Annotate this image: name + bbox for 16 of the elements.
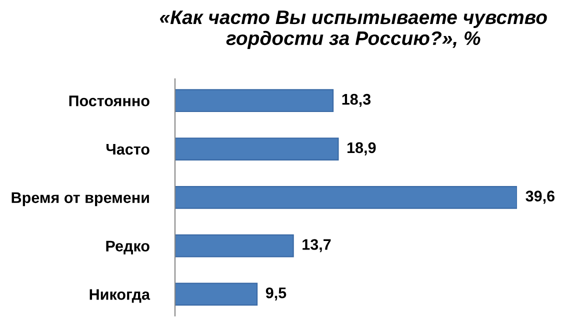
data-label: 18,9 xyxy=(348,142,376,156)
data-label: 9,5 xyxy=(266,287,286,300)
data-label: 13,7 xyxy=(302,239,331,252)
bar xyxy=(174,234,294,258)
data-label: 18,3 xyxy=(342,94,371,107)
y-tick-label: Никогда xyxy=(90,289,150,303)
y-tick-label: Часто xyxy=(106,144,150,155)
bar xyxy=(174,282,258,306)
y-tick-label: Постоянно xyxy=(69,96,150,106)
y-tick-label: Время от времени xyxy=(12,192,149,206)
bar xyxy=(174,186,517,209)
bar xyxy=(174,138,339,160)
data-label: 39,6 xyxy=(526,190,555,204)
bar xyxy=(174,89,334,112)
y-tick-label: Редко xyxy=(106,240,150,254)
chart-title: «Как часто Вы испытываете чувство гордости за Россию?», % xyxy=(160,10,547,49)
